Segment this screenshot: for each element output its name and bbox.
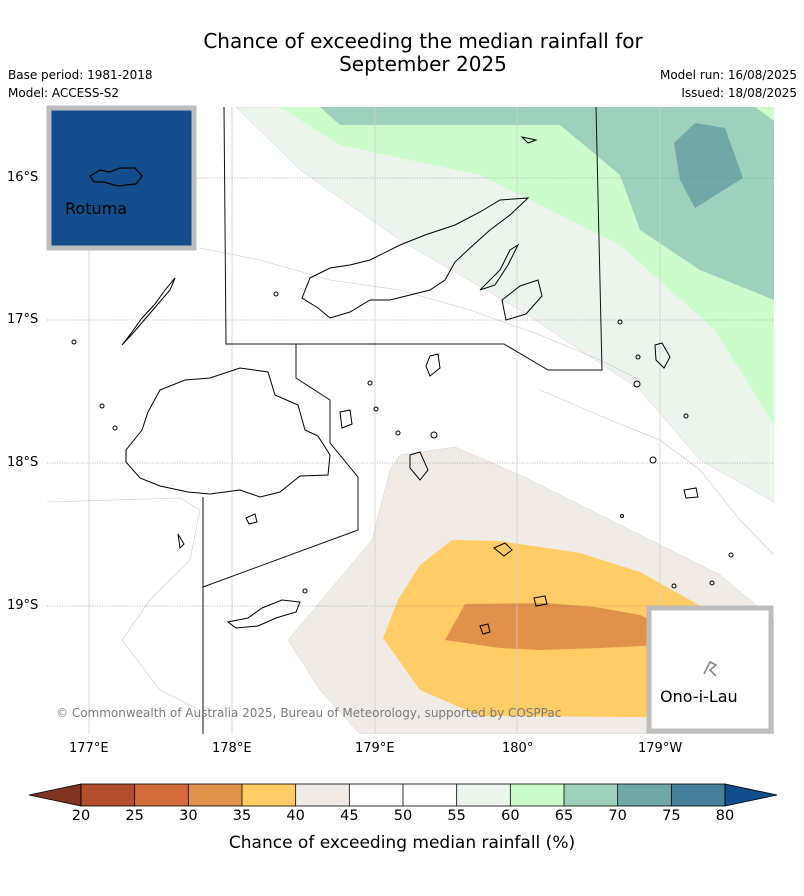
colorbar-cell	[349, 784, 403, 806]
colorbar-right-arrow	[724, 783, 778, 807]
lon-label-177e: 177°E	[69, 741, 109, 756]
lat-label-17s: 17°S	[7, 312, 39, 327]
meta-left: Base period: 1981-2018 Model: ACCESS-S2	[8, 66, 153, 102]
rotuma-label: Rotuma	[65, 199, 127, 218]
colorbar-cell	[617, 784, 672, 806]
lon-label-179e: 179°E	[355, 741, 395, 756]
viti-levu	[125, 367, 331, 498]
colorbar-tick-label: 50	[393, 808, 413, 824]
colorbar-tick-label: 55	[447, 808, 466, 824]
colorbar-cell	[510, 784, 564, 806]
lon-label-179w: 179°W	[638, 741, 683, 756]
ono-i-lau-inset	[646, 605, 774, 734]
colorbar-tick-label: 30	[179, 808, 198, 824]
colorbar-cell	[295, 784, 350, 806]
colorbar-cell	[81, 784, 135, 806]
lon-label-180: 180°	[502, 741, 534, 756]
lat-label-19s: 19°S	[7, 598, 39, 613]
colorbar	[28, 783, 778, 807]
colorbar-tick-label: 40	[286, 808, 305, 824]
title-line-1: Chance of exceeding the median rainfall …	[203, 29, 643, 53]
colorbar-cell	[188, 784, 242, 806]
colorbar-tick-label: 65	[554, 808, 574, 824]
base-period: Base period: 1981-2018	[8, 68, 153, 82]
colorbar-cell	[564, 784, 618, 806]
small-islets	[71, 291, 734, 594]
region-above-75-edge	[755, 107, 774, 121]
island-outlines	[121, 136, 699, 635]
ono-i-lau-label: Ono-i-Lau	[660, 687, 738, 706]
map-title: Chance of exceeding the median rainfall …	[0, 30, 804, 76]
colorbar-tick-label: 45	[340, 808, 359, 824]
region-30-35	[445, 603, 668, 650]
lat-label-18s: 18°S	[7, 455, 39, 470]
vanua-levu	[301, 197, 530, 319]
colorbar-tick-label: 75	[662, 808, 681, 824]
rotuma-inset	[46, 105, 197, 251]
colorbar-tick-label: 60	[501, 808, 520, 824]
lat-label-16s: 16°S	[7, 170, 39, 185]
colorbar-cell	[403, 784, 457, 806]
model-name: Model: ACCESS-S2	[8, 86, 120, 100]
meta-right: Model run: 16/08/2025 Issued: 18/08/2025	[660, 66, 797, 102]
colorbar-tick-label: 20	[71, 808, 91, 824]
colorbar-cell	[456, 784, 511, 806]
colorbar-tick-label: 70	[608, 808, 627, 824]
admin-boundaries	[202, 107, 603, 734]
colorbar-tick-label: 80	[715, 808, 735, 824]
colorbar-left-arrow	[28, 783, 82, 807]
colorbar-cell	[134, 784, 189, 806]
taveuni	[479, 243, 520, 291]
colorbar-tick-label: 35	[232, 808, 252, 824]
copyright-notice: © Commonwealth of Australia 2025, Bureau…	[56, 706, 562, 720]
region-70-75	[674, 123, 743, 208]
colorbar-cell	[242, 784, 296, 806]
region-65-70	[320, 107, 774, 300]
model-run: Model run: 16/08/2025	[659, 68, 797, 82]
colorbar-tick-label: 25	[125, 808, 144, 824]
maritime-lines	[47, 247, 774, 711]
colorbar-outline	[80, 783, 726, 807]
issued-date: Issued: 18/08/2025	[681, 86, 797, 100]
kadavu	[226, 599, 301, 629]
colorbar-title: Chance of exceeding median rainfall (%)	[228, 833, 576, 853]
yasawa-group	[121, 277, 176, 346]
title-line-2: September 2025	[339, 52, 507, 76]
lon-label-178e: 178°E	[212, 741, 252, 756]
colorbar-cell	[671, 784, 725, 806]
